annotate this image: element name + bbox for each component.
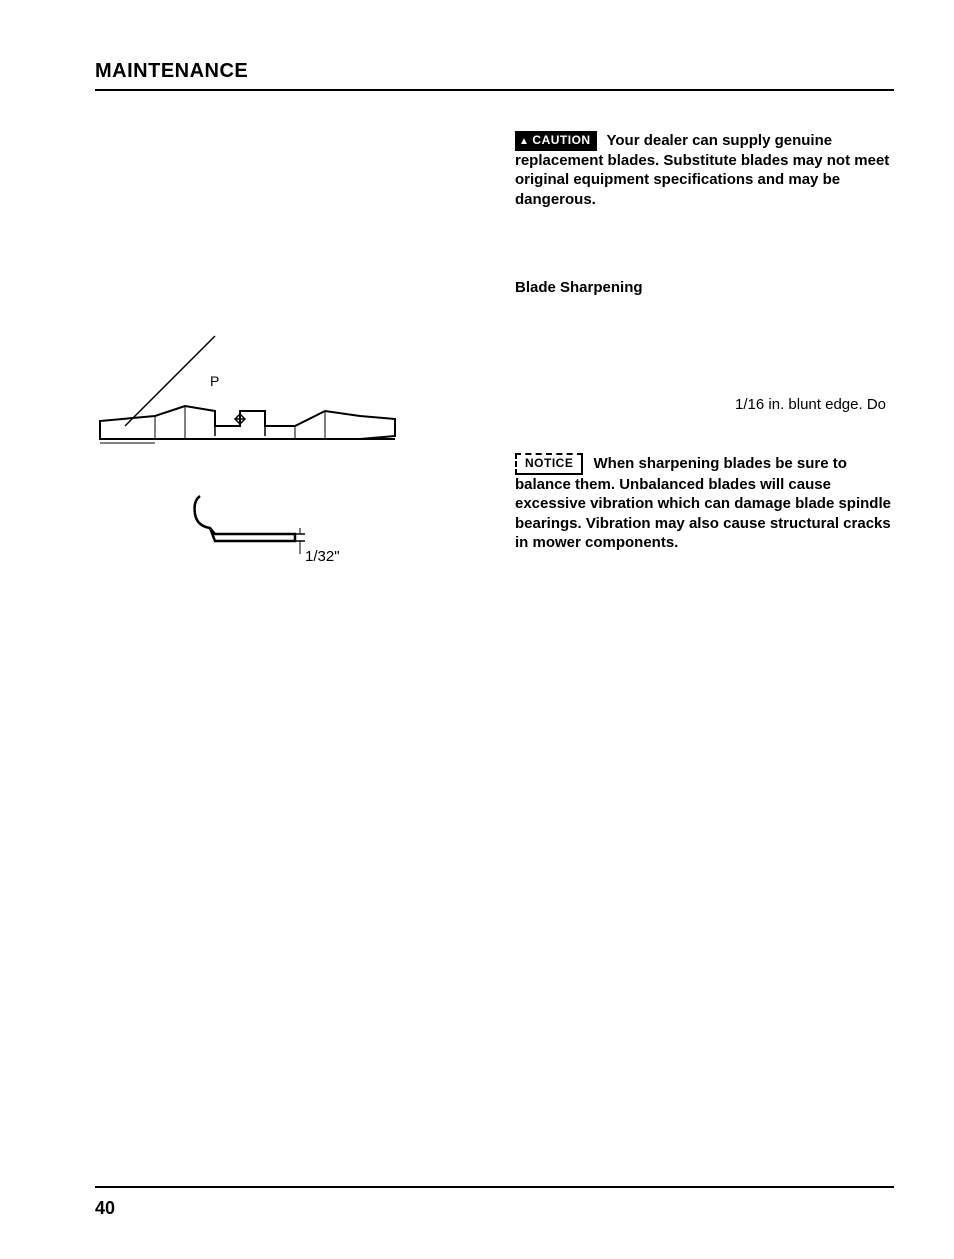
page-container: MAINTENANCE P xyxy=(0,0,954,1259)
diagram-label-p: P xyxy=(210,373,219,389)
diagram-measurement: 1/32" xyxy=(305,548,340,565)
content-area: P xyxy=(95,131,894,581)
section-heading: MAINTENANCE xyxy=(95,60,894,91)
blade-top-svg: P xyxy=(95,331,405,461)
caution-paragraph: CAUTION Your dealer can supply genuine r… xyxy=(515,131,894,209)
caution-label-icon: CAUTION xyxy=(515,131,597,151)
blunt-edge-text: 1/16 in. blunt edge. Do xyxy=(515,396,894,413)
notice-label-icon: NOTICE xyxy=(515,453,583,475)
left-column: P xyxy=(95,131,475,581)
page-footer: 40 xyxy=(95,1186,894,1219)
blade-bottom-svg: 1/32" xyxy=(175,486,375,576)
right-column: CAUTION Your dealer can supply genuine r… xyxy=(515,131,894,581)
blade-diagram-bottom: 1/32" xyxy=(175,486,475,581)
blade-diagram-top: P xyxy=(95,331,475,466)
notice-paragraph: NOTICE When sharpening blades be sure to… xyxy=(515,453,894,553)
diagram-container: P xyxy=(95,331,475,581)
page-number: 40 xyxy=(95,1198,115,1218)
subheading-blade-sharpening: Blade Sharpening xyxy=(515,279,894,296)
